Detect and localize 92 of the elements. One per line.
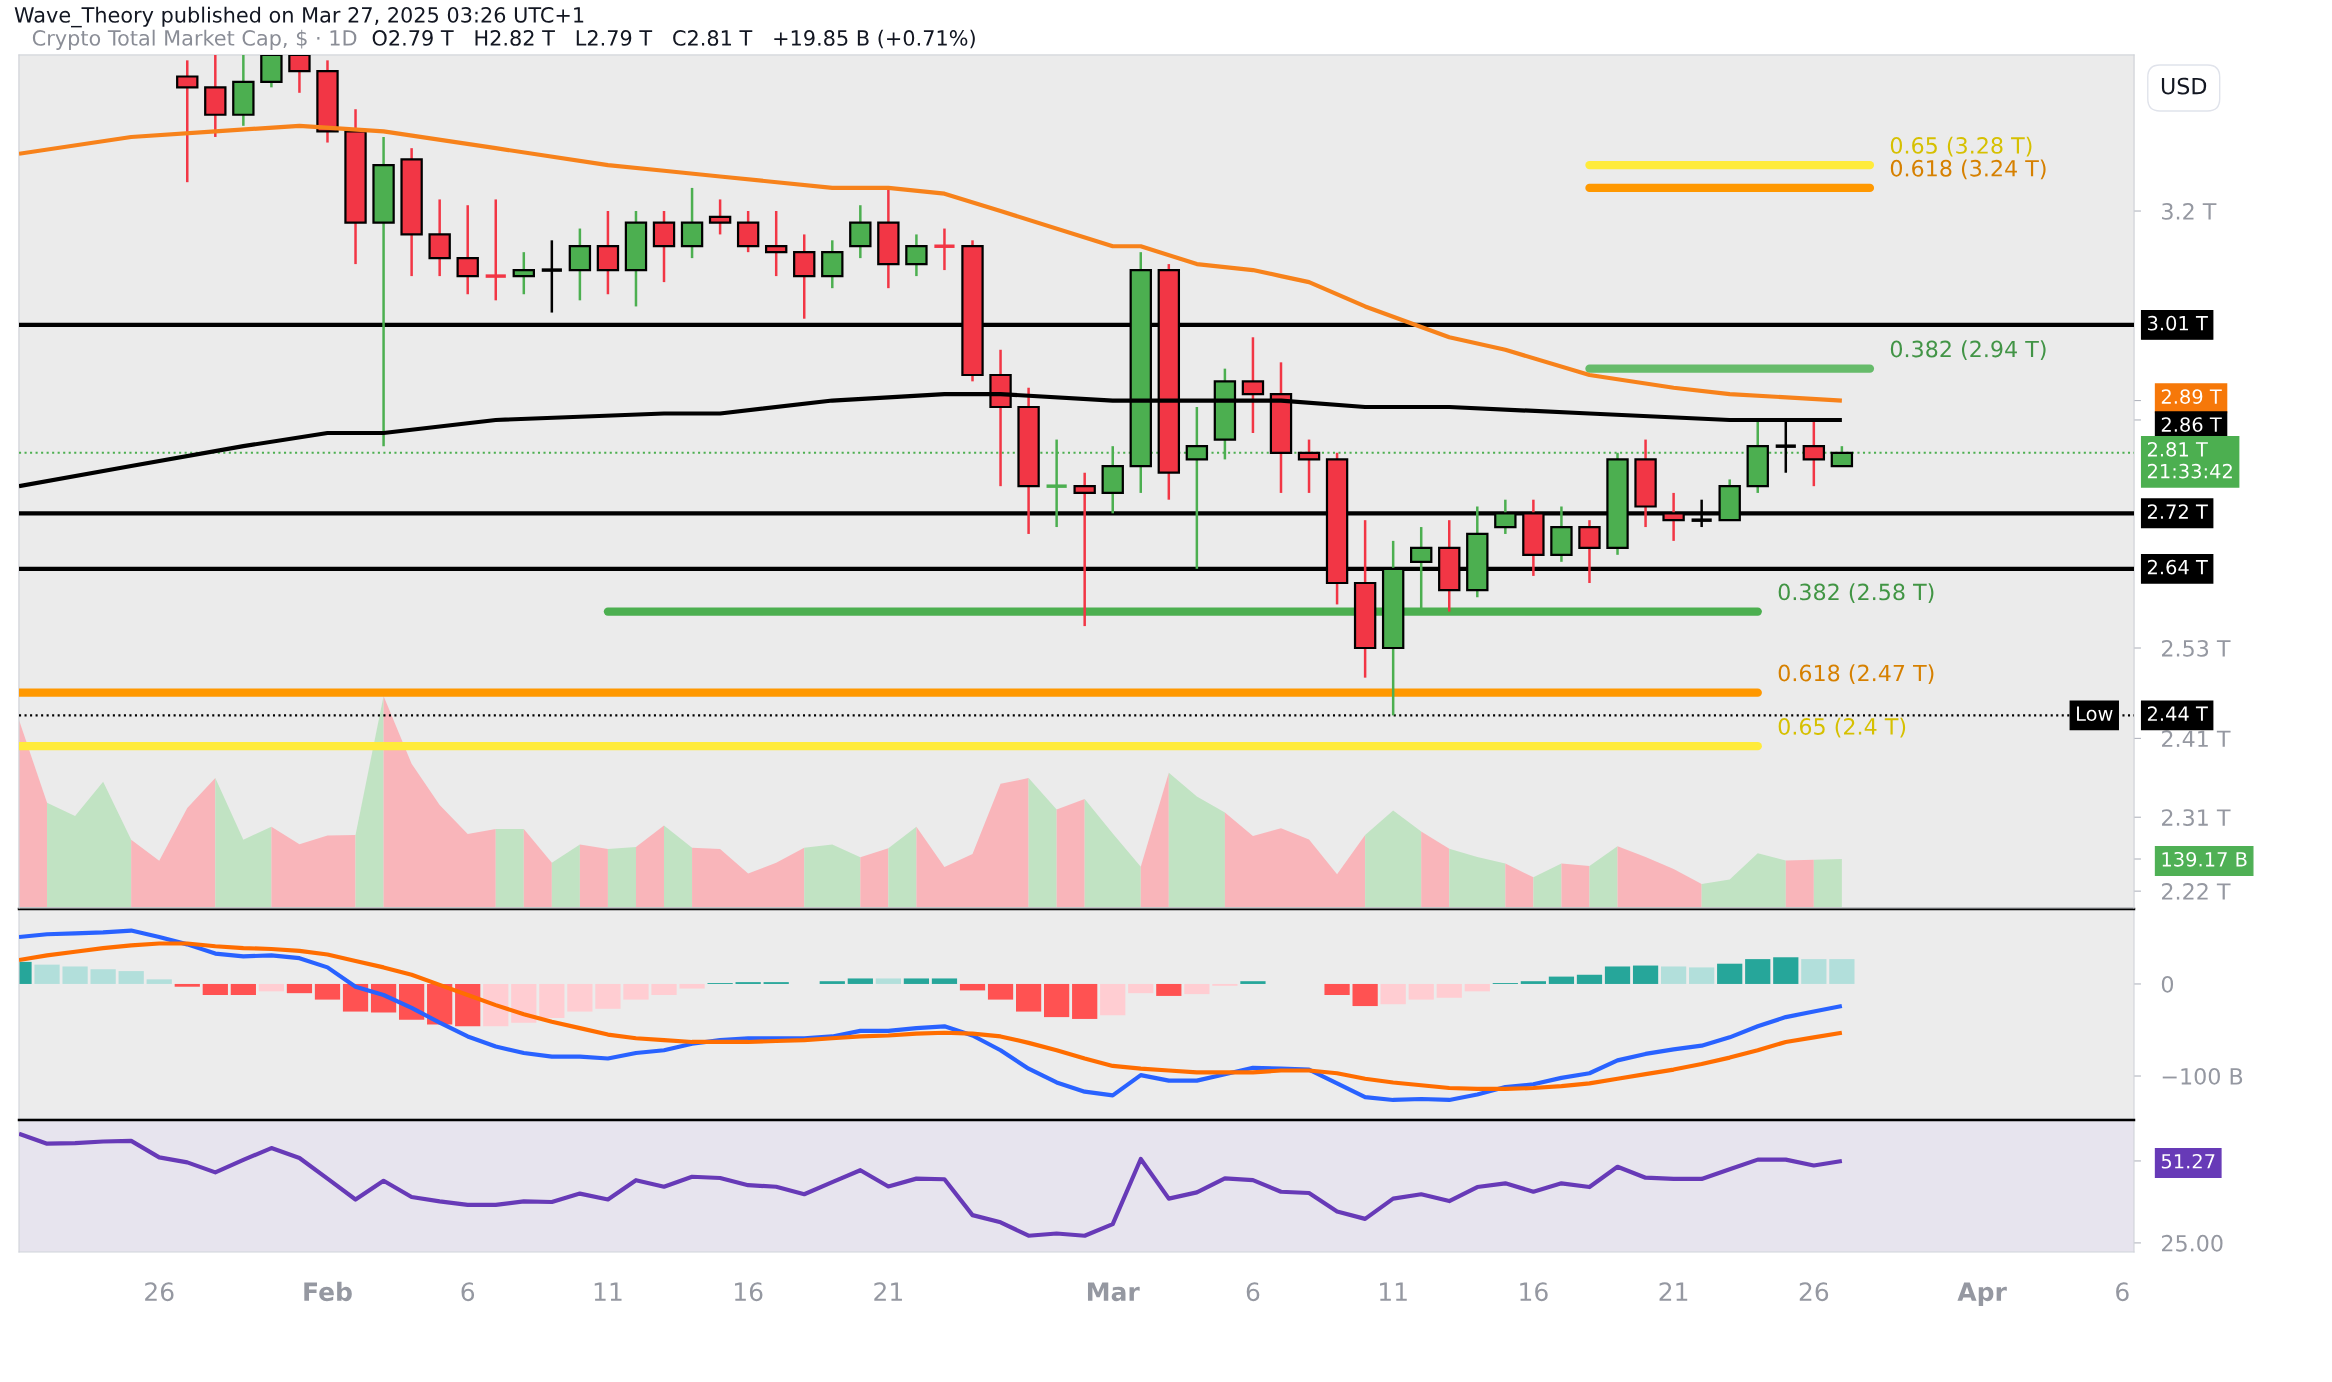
bar [987, 983, 1014, 1000]
y-tick-label: 2.89 T [2161, 389, 2222, 404]
x-tick-label: Apr [1957, 1282, 2007, 1307]
ref-line-label: 2.72 T [2147, 504, 2208, 519]
ref-line-label: 2.44 T [2147, 706, 2208, 721]
bar [1324, 983, 1350, 996]
bar [875, 978, 901, 984]
y-tick-label: 25.00 [2162, 1234, 2223, 1252]
bar [847, 978, 873, 984]
bar [651, 983, 677, 996]
bar [903, 978, 930, 984]
bar [539, 983, 565, 1019]
bar [1829, 959, 1855, 984]
bar [286, 983, 313, 994]
bar [202, 983, 228, 996]
bar [1801, 959, 1827, 984]
annotation: 0.65 (2.4 T) [1778, 717, 1906, 738]
bar [1044, 983, 1070, 1018]
bar [1745, 959, 1771, 984]
bar [1128, 983, 1154, 994]
bar [1156, 983, 1182, 996]
x-tick-label: Mar [1087, 1282, 1140, 1302]
bar [62, 966, 88, 984]
x-tick-label: Feb [304, 1281, 352, 1302]
bar [1576, 974, 1603, 984]
bar [623, 983, 649, 1000]
bar [1100, 983, 1126, 1016]
bar [1548, 976, 1575, 984]
bar [1240, 981, 1266, 984]
bar [1072, 983, 1098, 1019]
bar [679, 983, 705, 989]
bar [1184, 983, 1210, 995]
bar [1632, 965, 1659, 984]
y-tick-label: −100 B [2162, 1067, 2243, 1085]
x-tick-label: 21 [874, 1282, 902, 1301]
y-tick-label: 0 [2161, 975, 2174, 993]
bar [258, 983, 285, 992]
text: Wave_Theory published on Mar 27, 2025 03:26 UTC+1 [14, 6, 584, 28]
y-tick-label: 2.41 T [2162, 730, 2231, 747]
x-tick-label: 16 [1520, 1282, 1548, 1302]
x-tick-label: 6 [2116, 1282, 2129, 1302]
bar [1015, 983, 1042, 1012]
annotation: Low [2077, 706, 2113, 722]
y-tick-label: 3.2 T [2162, 202, 2217, 220]
ref-line-label: 2.81 T 21:33:42 [2147, 442, 2232, 479]
annotation: 0.618 (3.24 T) [1890, 159, 2046, 180]
bar [174, 983, 200, 987]
y-tick-label: 2.53 T [2162, 639, 2231, 657]
x-tick-label: 6 [461, 1282, 475, 1302]
x-tick-label: 26 [145, 1282, 174, 1302]
ref-line-label: 3.01 T [2147, 315, 2208, 331]
x-tick-label: 26 [1799, 1282, 1829, 1302]
y-tick-label: 51.27 [2161, 1153, 2215, 1169]
bar [90, 969, 116, 984]
x-tick-label: 6 [1246, 1282, 1260, 1302]
bar [118, 971, 144, 984]
chart-subtitle: O2.79 T H2.82 T L2.79 T C2.81 T +19.85 B (+0.71%) [372, 29, 975, 49]
text: USD [2161, 77, 2207, 95]
bar [1773, 957, 1799, 984]
bar [1408, 983, 1434, 1000]
bar [1660, 966, 1687, 984]
annotation: 0.618 (2.47 T) [1778, 664, 1934, 685]
y-tick-label: 2.31 T [2162, 809, 2231, 826]
bar [931, 978, 958, 984]
bar [1689, 967, 1715, 984]
x-tick-label: 21 [1659, 1282, 1688, 1301]
y-tick-label: 2.22 T [2162, 883, 2231, 900]
bar [567, 983, 593, 1012]
bar [1717, 963, 1743, 984]
bar [230, 983, 256, 996]
x-tick-label: 11 [594, 1282, 622, 1301]
bar [1520, 981, 1547, 984]
y-tick-label: 2.86 T [2161, 417, 2222, 432]
annotation: 0.65 (3.28 T) [1890, 136, 2032, 157]
bar [595, 983, 621, 1009]
bar [819, 981, 845, 984]
bar [1604, 966, 1631, 984]
x-tick-label: 11 [1380, 1282, 1407, 1301]
annotation: 0.382 (2.58 T) [1778, 583, 1934, 603]
x-tick-label: 16 [734, 1282, 763, 1302]
bar [314, 983, 341, 1000]
ref-line-label: 2.64 T [2147, 559, 2208, 575]
chart-title: Crypto Total Market Cap, $ · 1D [32, 29, 357, 50]
annotation: 0.382 (2.94 T) [1890, 340, 2046, 361]
line-series [19, 1131, 1844, 1238]
bar [1464, 983, 1490, 992]
bar [959, 983, 986, 991]
bar [1436, 983, 1462, 998]
y-tick-label: 139.17 B [2162, 851, 2247, 867]
bar [146, 979, 172, 984]
bar [1352, 983, 1378, 1007]
bar [1380, 983, 1406, 1005]
